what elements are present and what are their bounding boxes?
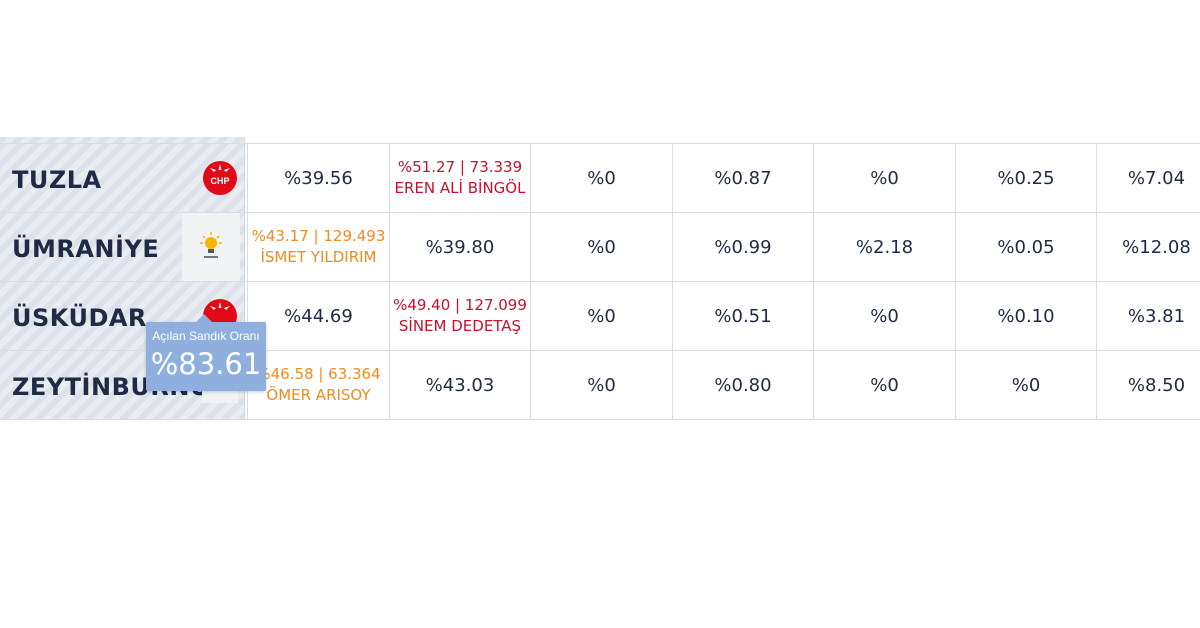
cell-party-3: %0	[530, 282, 672, 350]
tooltip-value: %83.61	[150, 347, 262, 381]
cell-candidate-2: %39.80	[389, 213, 530, 281]
cell-winner: %46.58 | 63.364 ÖMER ARISOY	[247, 351, 389, 419]
cell-party-3: %0	[530, 144, 672, 212]
cell-candidate-1: %44.69	[247, 282, 389, 350]
cell-party-7: %7.04	[1096, 144, 1200, 212]
winner-name: EREN ALİ BİNGÖL	[394, 179, 526, 197]
cell-party-3: %0	[530, 213, 672, 281]
district-name: ÜSKÜDAR	[12, 304, 147, 332]
table-row[interactable]: TUZLA CHP %39.56 %51.27 | 73.339 EREN AL…	[0, 144, 1200, 213]
table-row[interactable]: ÜMRANİYE %43.17 | 129.493	[0, 213, 1200, 282]
district-name: ÜMRANİYE	[12, 235, 160, 263]
cell-candidate-1: %39.56	[247, 144, 389, 212]
district-name: TUZLA	[12, 166, 102, 194]
akp-logo-icon	[182, 213, 240, 281]
ballot-opened-tooltip: Açılan Sandık Oranı %83.61	[146, 314, 266, 391]
winner-name: ÖMER ARISOY	[266, 386, 371, 404]
tooltip-label: Açılan Sandık Oranı	[152, 329, 260, 343]
winner-percent-votes: %46.58 | 63.364	[256, 365, 381, 383]
cell-winner: %51.27 | 73.339 EREN ALİ BİNGÖL	[389, 144, 530, 212]
cell-party-4: %0.87	[672, 144, 813, 212]
cell-party-6: %0.10	[955, 282, 1096, 350]
cell-party-6: %0.25	[955, 144, 1096, 212]
winner-name: İSMET YILDIRIM	[260, 248, 377, 266]
district-cell: ÜMRANİYE	[0, 213, 245, 281]
results-table: TUZLA CHP %39.56 %51.27 | 73.339 EREN AL…	[0, 137, 1200, 422]
cell-party-7: %8.50	[1096, 351, 1200, 419]
table-row-partial	[0, 137, 1200, 144]
winner-percent-votes: %51.27 | 73.339	[397, 158, 523, 176]
cell-party-6: %0.05	[955, 213, 1096, 281]
cell-party-4: %0.51	[672, 282, 813, 350]
winner-percent-votes: %43.17 | 129.493	[251, 227, 386, 245]
cell-party-5: %0	[813, 351, 955, 419]
chp-logo-icon: CHP	[203, 161, 237, 195]
cell-party-3: %0	[530, 351, 672, 419]
cell-party-5: %0	[813, 282, 955, 350]
cell-party-4: %0.80	[672, 351, 813, 419]
cell-party-7: %12.08	[1096, 213, 1200, 281]
cell-party-4: %0.99	[672, 213, 813, 281]
district-cell: TUZLA CHP	[0, 144, 245, 212]
cell-party-7: %3.81	[1096, 282, 1200, 350]
cell-winner: %43.17 | 129.493 İSMET YILDIRIM	[247, 213, 389, 281]
winner-percent-votes: %49.40 | 127.099	[393, 296, 527, 314]
district-cell	[0, 137, 245, 143]
winner-name: SİNEM DEDETAŞ	[398, 317, 522, 335]
cell-party-6: %0	[955, 351, 1096, 419]
svg-text:CHP: CHP	[210, 176, 229, 186]
cell-party-5: %0	[813, 144, 955, 212]
cell-winner: %49.40 | 127.099 SİNEM DEDETAŞ	[389, 282, 530, 350]
cell-candidate-2: %43.03	[389, 351, 530, 419]
cell-party-5: %2.18	[813, 213, 955, 281]
